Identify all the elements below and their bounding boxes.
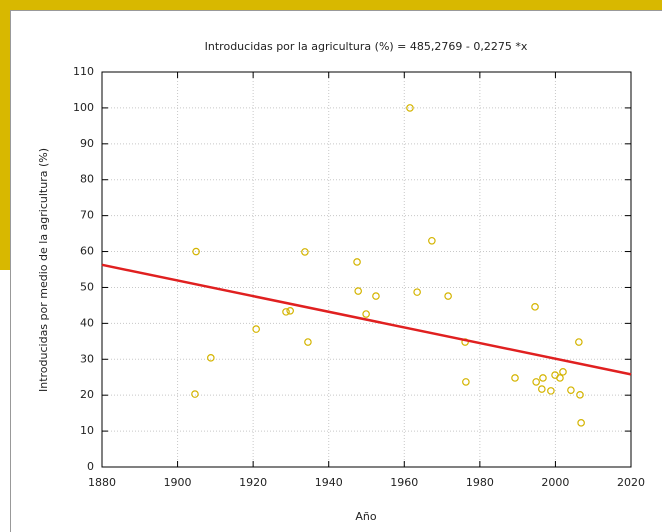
point bbox=[532, 378, 540, 386]
point bbox=[207, 354, 215, 362]
x-axis-label: Año bbox=[355, 510, 376, 523]
fit-line bbox=[101, 263, 632, 376]
x-tick-label: 1960 bbox=[390, 476, 418, 489]
y-tick-label: 110 bbox=[73, 65, 94, 78]
point bbox=[576, 391, 584, 399]
y-tick-label: 0 bbox=[87, 460, 94, 473]
chart-title: Introducidas por la agricultura (%) = 48… bbox=[205, 40, 528, 53]
y-tick-label: 100 bbox=[73, 101, 94, 114]
point bbox=[191, 390, 199, 398]
x-tick-label: 2000 bbox=[541, 476, 569, 489]
y-tick-label: 20 bbox=[80, 388, 94, 401]
y-tick-label: 80 bbox=[80, 173, 94, 186]
point bbox=[406, 104, 414, 112]
point bbox=[304, 338, 312, 346]
y-tick-label: 60 bbox=[80, 245, 94, 258]
point bbox=[559, 368, 567, 376]
point bbox=[547, 387, 555, 395]
point bbox=[286, 306, 294, 315]
point bbox=[301, 248, 309, 256]
y-tick-label: 90 bbox=[80, 137, 94, 150]
point bbox=[252, 325, 260, 333]
point bbox=[362, 310, 370, 318]
y-axis-label: Introducidas por medio de la agricultura… bbox=[37, 148, 50, 392]
point bbox=[282, 308, 290, 316]
point bbox=[511, 374, 519, 382]
plot-frame bbox=[101, 71, 632, 468]
y-tick-label: 40 bbox=[80, 316, 94, 329]
x-tick-label: 1940 bbox=[315, 476, 343, 489]
x-tick-label: 1920 bbox=[239, 476, 267, 489]
point bbox=[539, 374, 547, 382]
point bbox=[462, 378, 470, 386]
y-tick-label: 50 bbox=[80, 280, 94, 293]
point bbox=[372, 292, 380, 300]
y-tick-label: 10 bbox=[80, 424, 94, 437]
point bbox=[567, 386, 575, 394]
point bbox=[192, 247, 200, 256]
point bbox=[428, 236, 436, 245]
point bbox=[413, 288, 421, 296]
x-tick-label: 1980 bbox=[466, 476, 494, 489]
x-tick-label: 1880 bbox=[88, 476, 116, 489]
point bbox=[353, 258, 361, 266]
point bbox=[577, 419, 585, 427]
point bbox=[444, 292, 452, 300]
x-tick-label: 2020 bbox=[617, 476, 645, 489]
y-tick-label: 70 bbox=[80, 209, 94, 222]
point bbox=[531, 303, 539, 311]
x-tick-label: 1900 bbox=[164, 476, 192, 489]
point bbox=[354, 287, 362, 295]
panel bbox=[10, 10, 662, 532]
y-tick-label: 30 bbox=[80, 352, 94, 365]
point bbox=[556, 374, 564, 382]
point bbox=[538, 385, 546, 393]
point bbox=[575, 338, 583, 346]
